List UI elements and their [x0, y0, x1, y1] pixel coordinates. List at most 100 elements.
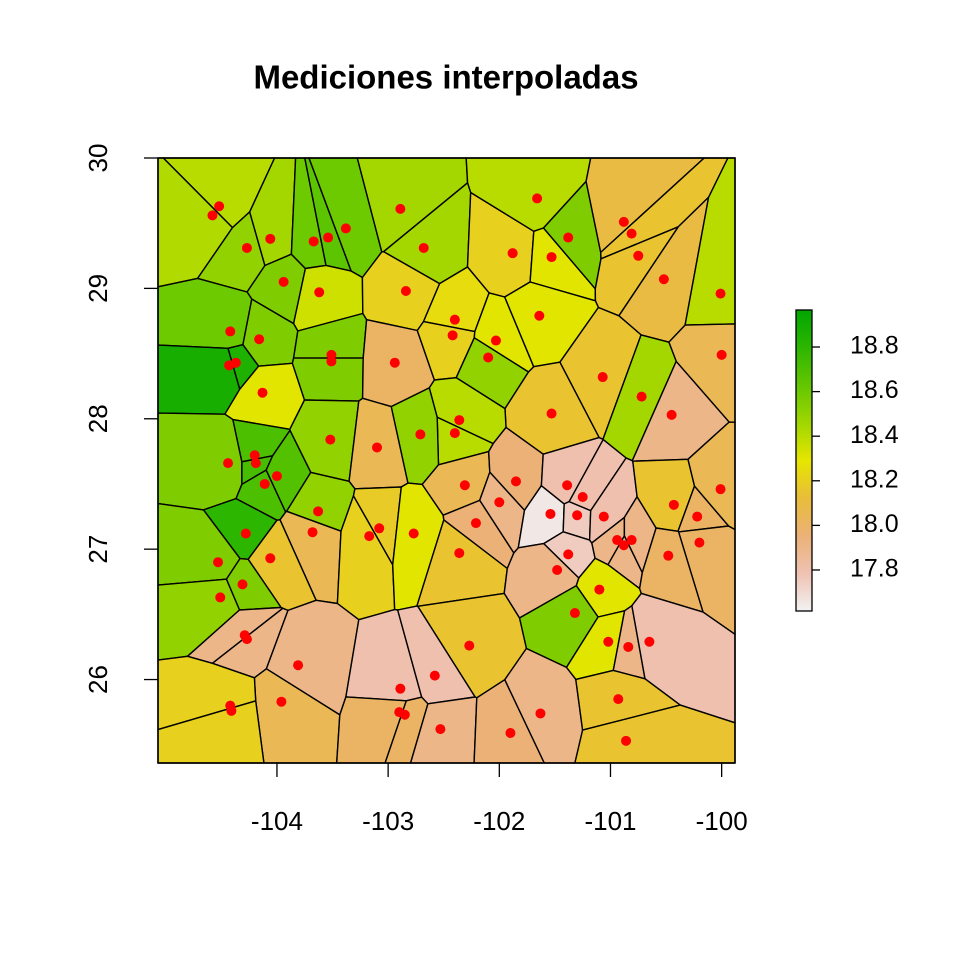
- point: [254, 334, 265, 345]
- point: [389, 357, 400, 368]
- point: [276, 696, 287, 707]
- point: [340, 223, 351, 234]
- chart-title: Mediciones interpoladas: [253, 59, 638, 96]
- point: [225, 326, 236, 337]
- point: [598, 511, 609, 522]
- point: [490, 335, 501, 346]
- x-tick-label: -103: [362, 806, 414, 836]
- point: [313, 506, 324, 517]
- point: [663, 550, 674, 561]
- point: [633, 250, 644, 261]
- point: [546, 408, 557, 419]
- colorbar-label: 18.6: [850, 376, 899, 404]
- point: [715, 484, 726, 495]
- colorbar-label: 17.8: [850, 555, 899, 583]
- colorbar-label: 18.2: [850, 465, 899, 493]
- point: [314, 287, 325, 298]
- point: [563, 232, 574, 243]
- point: [716, 349, 727, 360]
- point: [257, 387, 268, 398]
- point: [323, 232, 334, 243]
- point: [618, 540, 629, 551]
- point: [429, 670, 440, 681]
- voronoi-cell: [157, 344, 241, 415]
- point: [552, 565, 563, 576]
- point: [597, 372, 608, 383]
- point: [400, 285, 411, 296]
- point: [399, 709, 410, 720]
- point: [215, 592, 226, 603]
- point: [364, 531, 375, 542]
- point: [483, 352, 494, 363]
- y-tick-label: 29: [83, 274, 113, 303]
- colorbar-label: 18.4: [850, 421, 899, 449]
- colorbar: [795, 309, 813, 612]
- point: [577, 492, 588, 503]
- point: [240, 528, 251, 539]
- point: [372, 442, 383, 453]
- point: [618, 216, 629, 227]
- point: [213, 557, 224, 568]
- y-tick-label: 26: [83, 665, 113, 694]
- point: [464, 640, 475, 651]
- point: [644, 636, 655, 647]
- x-tick-label: -100: [696, 806, 748, 836]
- point: [532, 193, 543, 204]
- y-tick-label: 28: [83, 404, 113, 433]
- point: [207, 210, 218, 221]
- point: [470, 518, 481, 529]
- point: [435, 724, 446, 735]
- point: [636, 391, 647, 402]
- point: [507, 248, 518, 259]
- point: [241, 634, 252, 645]
- x-tick-label: -101: [584, 806, 636, 836]
- point: [563, 549, 574, 560]
- point: [562, 480, 573, 491]
- voronoi-cell: [157, 277, 253, 349]
- colorbar-label: 18.8: [850, 332, 899, 360]
- point: [447, 330, 458, 341]
- point: [666, 409, 677, 420]
- point: [569, 608, 580, 619]
- point: [226, 705, 237, 716]
- point: [449, 428, 460, 439]
- point: [454, 415, 465, 426]
- voronoi-cell: [638, 527, 704, 613]
- point: [241, 242, 252, 253]
- point: [250, 458, 261, 469]
- point: [214, 201, 225, 212]
- point: [307, 527, 318, 538]
- point: [546, 252, 557, 263]
- point: [623, 641, 634, 652]
- point: [395, 203, 406, 214]
- point: [715, 288, 726, 299]
- point: [626, 535, 637, 546]
- point: [259, 478, 270, 489]
- point: [534, 310, 545, 321]
- point: [418, 242, 429, 253]
- plot-frame: [157, 157, 736, 764]
- point: [325, 434, 336, 445]
- point: [545, 508, 556, 519]
- point: [621, 735, 632, 746]
- point: [308, 236, 319, 247]
- point: [692, 511, 703, 522]
- point: [395, 683, 406, 694]
- point: [572, 510, 583, 521]
- point: [668, 499, 679, 510]
- point: [249, 450, 260, 461]
- point: [613, 694, 624, 705]
- point: [459, 480, 470, 491]
- point: [223, 458, 234, 469]
- point: [510, 476, 521, 487]
- point: [449, 314, 460, 325]
- y-tick-label: 27: [83, 535, 113, 564]
- colorbar-label: 18.0: [850, 510, 899, 538]
- point: [694, 537, 705, 548]
- point: [374, 523, 385, 534]
- point: [278, 276, 289, 287]
- point: [626, 228, 637, 239]
- y-tick-label: 30: [83, 144, 113, 173]
